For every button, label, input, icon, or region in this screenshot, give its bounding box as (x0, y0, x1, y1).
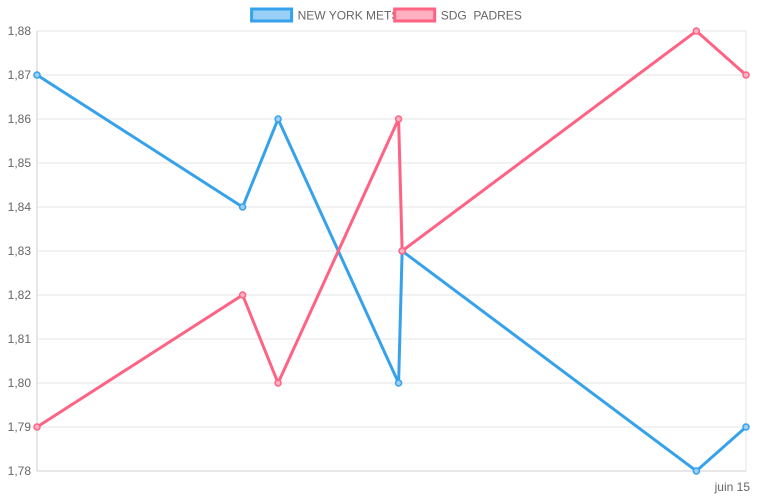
legend-label: SDG PADRES (441, 9, 522, 23)
y-tick-label: 1,84 (8, 200, 32, 214)
data-point[interactable] (742, 423, 750, 431)
legend-item-0[interactable]: NEW YORK METS (250, 7, 400, 23)
data-point[interactable] (398, 247, 406, 255)
legend-swatch (250, 7, 294, 23)
y-tick-label: 1,81 (8, 332, 32, 346)
y-tick-label: 1,88 (8, 24, 32, 38)
y-tick-label: 1,85 (8, 156, 32, 170)
data-point[interactable] (692, 27, 701, 35)
legend-item-1[interactable]: SDG PADRES (393, 7, 522, 23)
y-tick-label: 1,82 (8, 288, 32, 302)
grid-layer (36, 30, 747, 472)
data-point[interactable] (274, 379, 282, 387)
data-point[interactable] (394, 115, 403, 123)
data-point[interactable] (33, 71, 41, 79)
series-layer (33, 27, 750, 475)
y-tick-label: 1,78 (8, 464, 32, 478)
data-point[interactable] (238, 291, 247, 299)
legend[interactable]: NEW YORK METS SDG PADRES (250, 7, 522, 23)
legend-swatch (393, 7, 437, 23)
data-point[interactable] (742, 71, 750, 79)
legend-label: NEW YORK METS (298, 9, 400, 23)
data-point[interactable] (274, 115, 282, 123)
axis-layer: 1,88 1,87 1,86 1,85 1,84 1,83 1,82 1,81 1,80 1,79… (8, 24, 751, 494)
y-tick-label: 1,86 (8, 112, 32, 126)
data-point[interactable] (238, 203, 247, 211)
y-tick-label: 1,79 (8, 420, 32, 434)
data-point[interactable] (33, 423, 41, 431)
y-tick-label: 1,80 (8, 376, 32, 390)
y-tick-label: 1,87 (8, 68, 32, 82)
y-tick-label: 1,83 (8, 244, 32, 258)
data-point[interactable] (394, 379, 403, 387)
data-point[interactable] (692, 467, 701, 475)
x-tick-label: juin 15 (714, 480, 751, 494)
